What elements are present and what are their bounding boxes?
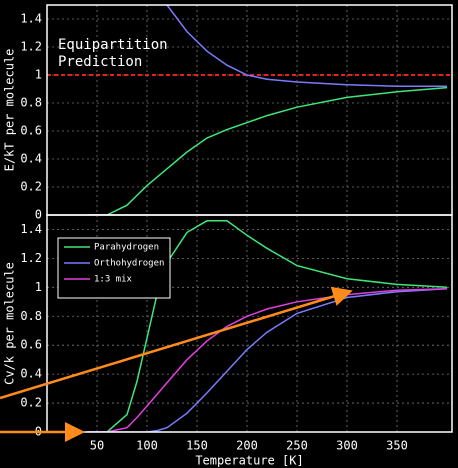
y-tick-label: 0.4: [20, 367, 42, 381]
y-axis-label: E/kT per molecule: [3, 49, 17, 172]
y-tick-label: 0.2: [20, 180, 42, 194]
y-tick-label: 1.4: [20, 12, 42, 26]
y-axis-label: Cv/k per molecule: [3, 262, 17, 385]
series-line: [87, 220, 448, 432]
legend-label: Orthohydrogen: [94, 259, 164, 269]
y-tick-label: 0.2: [20, 396, 42, 410]
y-tick-label: 1.2: [20, 251, 42, 265]
arrow: [0, 286, 353, 400]
plot-frame: [46, 214, 453, 433]
legend-label: 1:3 mix: [94, 275, 133, 285]
annotation: Prediction: [58, 54, 142, 70]
x-tick-label: 350: [386, 439, 408, 453]
y-tick-label: 1.2: [20, 40, 42, 54]
x-tick-label: 150: [186, 439, 208, 453]
y-tick-label: 0.6: [20, 124, 42, 138]
y-tick-label: 1.4: [20, 222, 42, 236]
y-tick-label: 0.8: [20, 309, 42, 323]
y-tick-label: 0.4: [20, 152, 42, 166]
annotation: Equipartition: [58, 37, 168, 53]
series-line: [87, 288, 448, 432]
x-tick-label: 200: [236, 439, 258, 453]
y-tick-label: 0: [35, 208, 42, 222]
legend-box: [57, 237, 171, 299]
x-tick-label: 50: [90, 439, 104, 453]
x-tick-label: 100: [136, 439, 158, 453]
series-line: [87, 86, 448, 215]
y-tick-label: 1: [35, 68, 42, 82]
series-line: [166, 5, 447, 87]
x-tick-label: 250: [286, 439, 308, 453]
y-tick-label: 0.8: [20, 96, 42, 110]
y-tick-label: 0.6: [20, 338, 42, 352]
series-line: [87, 288, 448, 432]
x-axis-label: Temperature [K]: [195, 454, 303, 468]
x-tick-label: 300: [336, 439, 358, 453]
y-tick-label: 1: [35, 280, 42, 294]
legend-label: Parahydrogen: [94, 243, 159, 253]
